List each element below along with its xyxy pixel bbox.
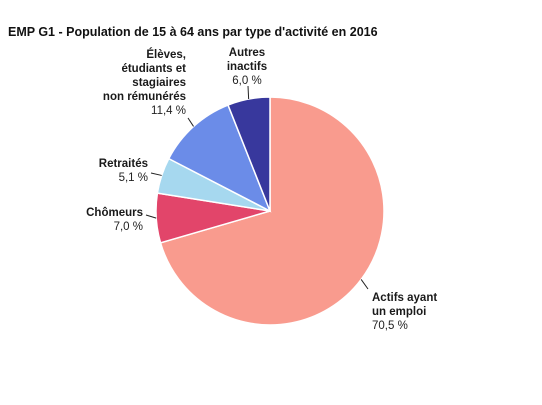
slice-label-eleves-etudiants-et-stagiaires-non-remuneres: Élèves,	[146, 48, 186, 61]
slice-label-retraites: Retraités	[99, 158, 148, 170]
slice-label-actifs-ayant-un-emploi: Actifs ayant	[372, 292, 437, 304]
pie-slice-actifs-ayant-un-emploi	[159, 96, 385, 326]
pie-slices	[155, 96, 385, 326]
slice-value-label-retraites: 5,1 %	[119, 172, 148, 184]
leader-lines	[145, 85, 369, 290]
pie-slice-autres-inactifs	[227, 96, 271, 212]
slice-value-label-eleves-etudiants-et-stagiaires-non-remuneres: 11,4 %	[151, 105, 186, 117]
slice-value-label-actifs-ayant-un-emploi: 70,5 %	[372, 320, 408, 332]
slice-label-chomeurs: Chômeurs	[86, 207, 143, 219]
slice-value-label-autres-inactifs: 6,0 %	[232, 75, 261, 87]
slice-label-eleves-etudiants-et-stagiaires-non-remuneres: stagiaires	[132, 77, 186, 89]
leader-line-actifs-ayant-un-emploi	[360, 279, 369, 290]
leader-line-retraites	[150, 172, 162, 176]
pie-slice-eleves-etudiants-et-stagiaires-non-remuneres	[167, 104, 272, 213]
chart-title: EMP G1 - Population de 15 à 64 ans par t…	[8, 25, 378, 39]
leader-line-eleves-etudiants-et-stagiaires-non-remuneres	[187, 117, 194, 127]
slice-labels: Actifs ayant un emploi 70,5 % Chômeurs 7,0 %…	[86, 47, 437, 332]
slice-label-autres-inactifs: inactifs	[227, 61, 267, 73]
slice-label-eleves-etudiants-et-stagiaires-non-remuneres: étudiants et	[121, 63, 186, 75]
leader-line-autres-inactifs	[247, 85, 250, 100]
slice-label-autres-inactifs: Autres	[229, 47, 265, 59]
leader-line-chomeurs	[145, 214, 157, 219]
slice-value-label-chomeurs: 7,0 %	[114, 221, 143, 233]
slice-label-actifs-ayant-un-emploi: un emploi	[372, 306, 426, 318]
slice-label-eleves-etudiants-et-stagiaires-non-remuneres: non rémunérés	[103, 91, 186, 103]
